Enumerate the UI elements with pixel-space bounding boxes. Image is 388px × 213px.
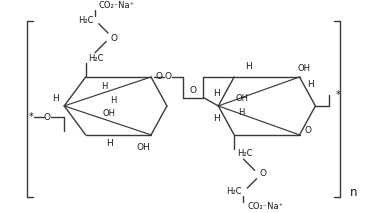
Text: H: H <box>52 94 59 103</box>
Text: H: H <box>245 62 251 71</box>
Text: *: * <box>336 90 340 100</box>
Text: CO₂⁻Na⁺: CO₂⁻Na⁺ <box>247 202 283 211</box>
Text: H: H <box>213 114 220 122</box>
Text: n: n <box>350 186 357 199</box>
Text: H₂C: H₂C <box>237 149 253 158</box>
Text: O: O <box>111 34 118 43</box>
Text: H: H <box>111 96 117 105</box>
Text: CO₂⁻Na⁺: CO₂⁻Na⁺ <box>99 1 135 10</box>
Text: H: H <box>239 108 245 117</box>
Text: O: O <box>156 72 163 82</box>
Text: O: O <box>165 72 171 82</box>
Text: H₂C: H₂C <box>78 16 93 24</box>
Text: H₂C: H₂C <box>226 187 242 196</box>
Text: OH: OH <box>298 64 311 73</box>
Text: H: H <box>213 89 220 98</box>
Text: O: O <box>44 113 51 122</box>
Text: H₂C: H₂C <box>88 54 104 63</box>
Text: O: O <box>305 126 312 135</box>
Text: H: H <box>307 80 314 89</box>
Text: OH: OH <box>102 109 116 118</box>
Text: O: O <box>190 86 197 95</box>
Text: OH: OH <box>137 143 151 153</box>
Text: *: * <box>29 112 34 122</box>
Text: H: H <box>106 139 113 148</box>
Text: H: H <box>101 82 107 91</box>
Text: OH: OH <box>235 94 248 103</box>
Text: O: O <box>259 169 267 178</box>
